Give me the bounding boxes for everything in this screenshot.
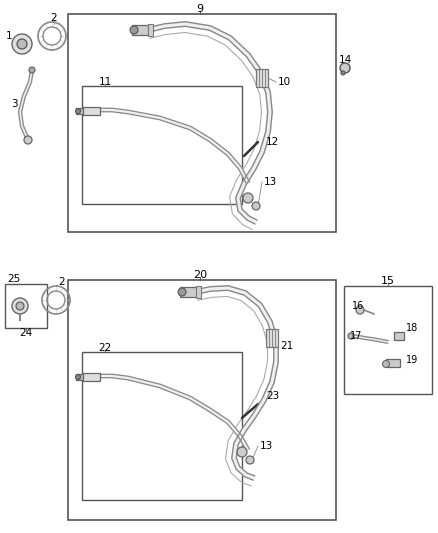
Circle shape bbox=[237, 447, 247, 457]
Text: 12: 12 bbox=[266, 137, 279, 147]
Text: 9: 9 bbox=[196, 4, 204, 14]
Text: 10: 10 bbox=[278, 77, 291, 87]
Bar bbox=[82, 352, 242, 500]
Circle shape bbox=[178, 288, 186, 296]
Circle shape bbox=[382, 360, 389, 367]
Polygon shape bbox=[353, 335, 388, 343]
Bar bbox=[76, 108, 83, 114]
Text: 22: 22 bbox=[99, 343, 112, 353]
Circle shape bbox=[246, 456, 254, 464]
Bar bbox=[344, 286, 432, 394]
Text: 2: 2 bbox=[51, 13, 57, 23]
Bar bbox=[132, 25, 150, 35]
Bar bbox=[5, 284, 47, 328]
Text: 13: 13 bbox=[264, 177, 277, 187]
Text: 21: 21 bbox=[280, 341, 293, 351]
Text: 3: 3 bbox=[11, 99, 18, 109]
Text: 19: 19 bbox=[406, 355, 418, 365]
Circle shape bbox=[75, 109, 81, 114]
Circle shape bbox=[130, 26, 138, 34]
Bar bbox=[76, 374, 83, 380]
Bar bbox=[68, 14, 336, 232]
Circle shape bbox=[75, 375, 81, 379]
Text: 13: 13 bbox=[260, 441, 273, 451]
Circle shape bbox=[348, 333, 354, 339]
Circle shape bbox=[243, 193, 253, 203]
Bar bbox=[180, 287, 198, 297]
Polygon shape bbox=[99, 374, 250, 451]
Circle shape bbox=[12, 34, 32, 54]
Text: 1: 1 bbox=[6, 31, 12, 41]
Polygon shape bbox=[195, 286, 278, 480]
Circle shape bbox=[356, 306, 364, 314]
Bar bbox=[386, 359, 400, 367]
Text: 18: 18 bbox=[406, 323, 418, 333]
Bar bbox=[82, 107, 100, 115]
Bar bbox=[394, 332, 404, 340]
Bar bbox=[148, 24, 153, 36]
Polygon shape bbox=[148, 22, 272, 224]
Text: 14: 14 bbox=[339, 55, 352, 65]
Bar bbox=[266, 329, 278, 347]
Text: 24: 24 bbox=[19, 328, 32, 338]
Circle shape bbox=[24, 136, 32, 144]
Text: 20: 20 bbox=[193, 270, 207, 280]
Polygon shape bbox=[18, 70, 33, 141]
Bar bbox=[82, 373, 100, 381]
Circle shape bbox=[252, 202, 260, 210]
Circle shape bbox=[12, 298, 28, 314]
Text: 2: 2 bbox=[59, 277, 65, 287]
Circle shape bbox=[17, 39, 27, 49]
Text: 11: 11 bbox=[99, 77, 112, 87]
Text: 15: 15 bbox=[381, 276, 395, 286]
Circle shape bbox=[29, 67, 35, 73]
Bar bbox=[68, 280, 336, 520]
Bar bbox=[256, 69, 268, 87]
Bar bbox=[82, 86, 242, 204]
Polygon shape bbox=[99, 108, 250, 184]
Text: 25: 25 bbox=[7, 274, 20, 284]
Text: 17: 17 bbox=[350, 331, 362, 341]
Circle shape bbox=[341, 71, 345, 75]
Circle shape bbox=[16, 302, 24, 310]
Text: 16: 16 bbox=[352, 301, 364, 311]
Text: 23: 23 bbox=[266, 391, 279, 401]
Circle shape bbox=[340, 63, 350, 73]
Bar bbox=[196, 286, 201, 298]
